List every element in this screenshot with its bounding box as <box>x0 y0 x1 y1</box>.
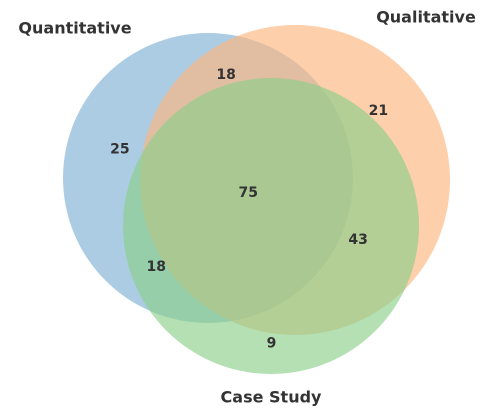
set-circle <box>123 78 419 374</box>
set-label: Quantitative <box>18 19 131 38</box>
region-label: 25 <box>110 141 129 157</box>
region-label: 18 <box>147 259 166 275</box>
region-label: 9 <box>267 336 277 352</box>
set-label: Case Study <box>221 388 323 407</box>
region-label: 43 <box>348 232 367 248</box>
set-label: Qualitative <box>376 8 476 27</box>
region-label: 18 <box>216 67 235 83</box>
region-label: 21 <box>369 103 388 119</box>
region-label: 75 <box>239 185 258 201</box>
